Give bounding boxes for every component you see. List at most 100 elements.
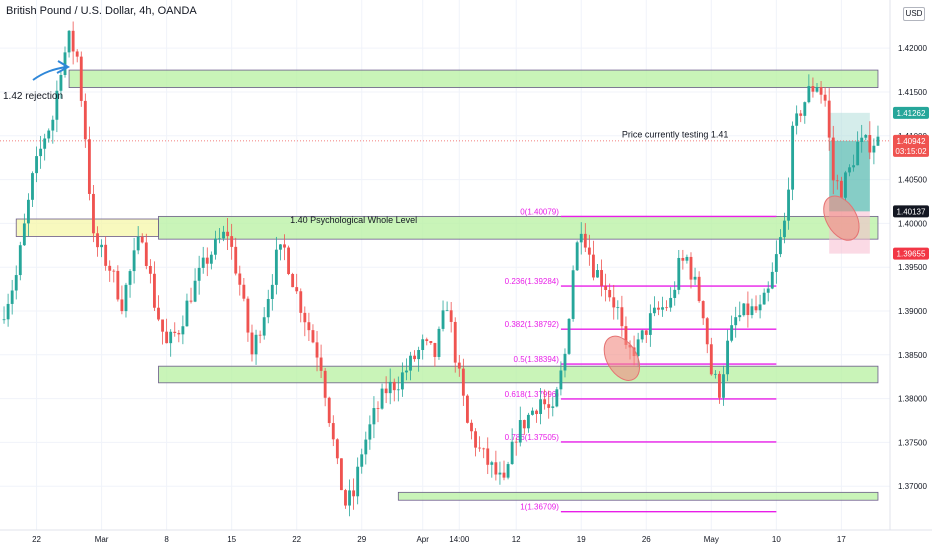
candle-body [750,306,754,316]
resistance-zone[interactable] [68,69,879,89]
candle-body [409,355,412,371]
fib-level-label: 0.382(1.38792) [505,320,560,329]
candle-body [608,289,612,298]
candle-body [461,368,465,396]
price-tick-label: 1.37000 [898,482,927,491]
candle-body [433,343,437,357]
candle-body [718,373,721,398]
candle-body [555,389,559,407]
psych-zone-green[interactable] [158,215,879,240]
candle-body [445,310,449,312]
candle-body [31,173,34,200]
candle-body [311,330,315,343]
candle-body [543,399,547,405]
low-support-zone[interactable] [397,491,879,501]
candle-body [39,148,43,157]
candle-body [35,156,38,174]
candle-body [413,355,417,360]
candle-body [128,271,132,285]
time-tick-label: 10 [772,535,781,544]
candle-body [230,236,234,247]
rejection-arrow[interactable] [32,66,67,81]
price-badge[interactable] [893,205,929,218]
current-price-badge[interactable] [893,134,929,157]
candle-body [303,312,307,323]
fib-level-label: 0.618(1.37996) [505,390,560,399]
candle-body [388,381,392,394]
candle-body [795,113,799,126]
highlight-ellipse[interactable] [597,330,647,387]
candle-body [307,322,311,331]
candle-body [754,306,758,311]
candle-body [165,331,169,344]
candle-body [486,448,490,465]
fib-level-label: 1(1.36709) [520,503,559,512]
candle-body [372,408,376,425]
candle-body [839,180,843,198]
candle-body [51,119,55,131]
psych-level-annotation[interactable]: 1.40 Psychological Whole Level [290,215,417,225]
candle-body [506,464,510,478]
time-tick-label: Apr [416,535,429,544]
candle-body [713,373,717,375]
candle-body [677,257,681,290]
candle-body [766,288,770,293]
candle-body [335,439,339,459]
candles-layer [2,21,880,517]
candle-body [498,472,502,475]
mid-support-zone[interactable] [158,365,879,384]
symbol-title: British Pound / U.S. Dollar, 4h, OANDA [6,5,197,17]
time-tick-label: 12 [512,535,521,544]
price-tick-label: 1.39500 [898,263,927,272]
candle-body [482,448,486,450]
candle-body [868,135,872,153]
candle-body [644,330,648,335]
candle-body [807,86,811,103]
candle-body [47,130,51,139]
price-tick-label: 1.38500 [898,351,927,360]
candle-body [510,441,514,465]
psych-zone-yellow[interactable] [15,218,159,237]
candle-body [209,254,213,264]
candle-body [860,137,864,142]
price-tick-label: 1.41500 [898,88,927,97]
candle-body [295,287,299,292]
candle-body [177,332,181,335]
profit-zone[interactable] [829,112,870,212]
candle-body [600,270,603,286]
candle-body [140,236,144,243]
currency-badge[interactable]: USD [903,7,925,21]
candle-body [722,374,725,398]
candle-body [400,372,404,390]
candle-body [226,231,230,237]
candle-body [43,138,47,149]
testing-annotation[interactable]: Price currently testing 1.41 [622,130,729,140]
rejection-annotation[interactable]: 1.42 rejection [3,91,63,102]
annotation-layer: 1.42 rejection 1.40 Psychological Whole L… [3,60,866,387]
time-tick-label: Mar [95,535,109,544]
candle-body [108,265,112,271]
time-tick-label: 17 [837,535,846,544]
candle-body [526,414,530,429]
candle-body [864,135,868,138]
candle-body [55,90,59,120]
price-badge[interactable] [893,247,929,260]
candle-body [852,165,856,168]
candle-body [331,423,335,440]
candle-body [848,167,851,173]
price-badge[interactable] [893,106,929,119]
price-tick-label: 1.39000 [898,307,927,316]
candle-body [872,145,876,153]
candle-body [380,388,384,409]
fib-layer: 0(1.40079) 0.236(1.39284) 0.382(1.38792) 0.… [505,207,777,513]
candle-body [242,284,246,299]
highlight-ellipse[interactable] [816,190,866,247]
fib-level-label: 0.786(1.37505) [505,433,560,442]
candle-body [856,141,860,166]
candle-body [218,238,221,240]
candle-body [522,420,526,429]
candle-body [197,267,201,281]
